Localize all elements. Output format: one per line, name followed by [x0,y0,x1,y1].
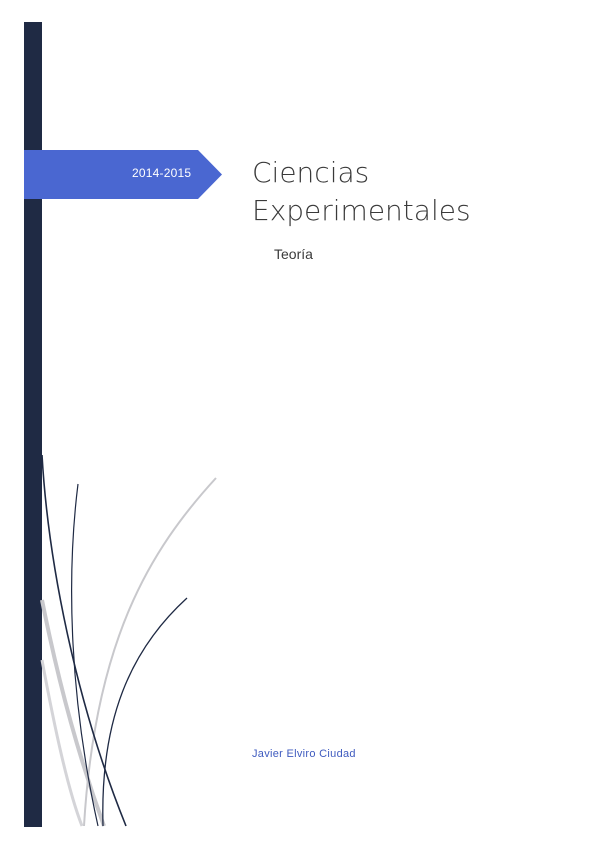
banner-arrow-shape [24,150,222,199]
curve-dark-3 [71,483,99,827]
sidebar-accent-bar [24,22,42,827]
curve-dark-1 [102,597,188,827]
curve-light-3 [40,659,84,827]
title-line-2: Experimentales [252,194,471,227]
author-name: Javier Elviro Ciudad [252,748,356,760]
curve-light-1 [83,477,217,827]
decorative-curves [40,454,217,827]
page-title: Ciencias Experimentales [252,154,572,230]
year-banner: 2014-2015 [24,150,222,199]
curve-dark-2 [41,454,127,827]
title-line-1: Ciencias [252,156,370,189]
subtitle: Teoría [274,246,313,262]
curve-light-2 [40,599,106,827]
year-label: 2014-2015 [132,166,192,180]
